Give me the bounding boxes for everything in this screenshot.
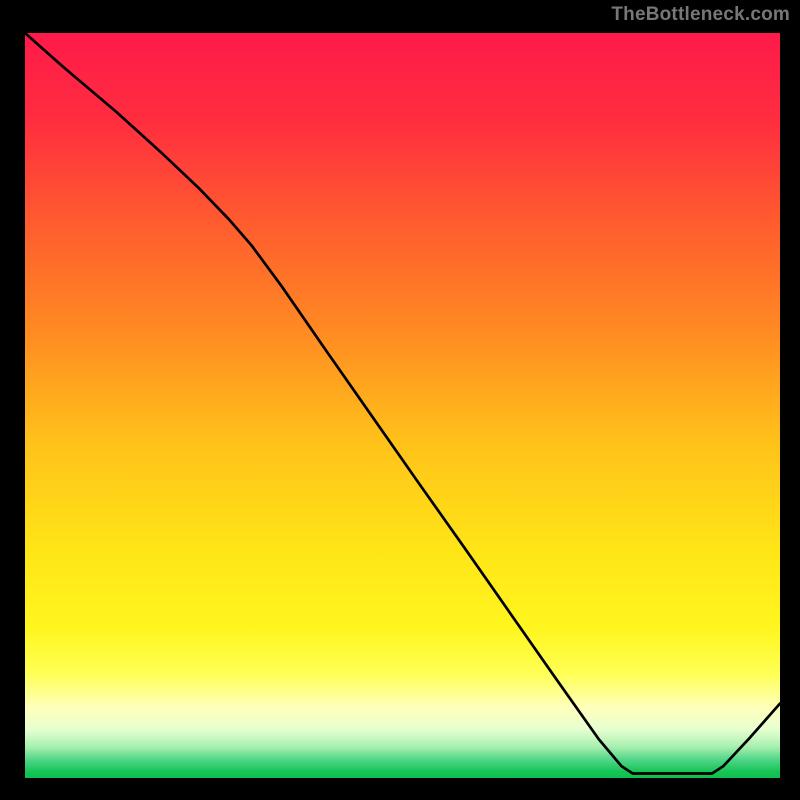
watermark-text: TheBottleneck.com [611,4,790,26]
bottleneck-chart [0,0,800,800]
gradient-background [25,33,780,778]
